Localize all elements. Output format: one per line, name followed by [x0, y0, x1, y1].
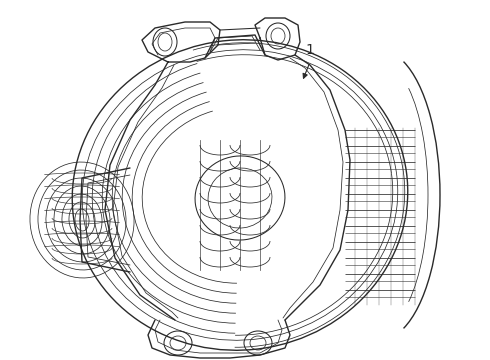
- Text: 1: 1: [306, 43, 315, 57]
